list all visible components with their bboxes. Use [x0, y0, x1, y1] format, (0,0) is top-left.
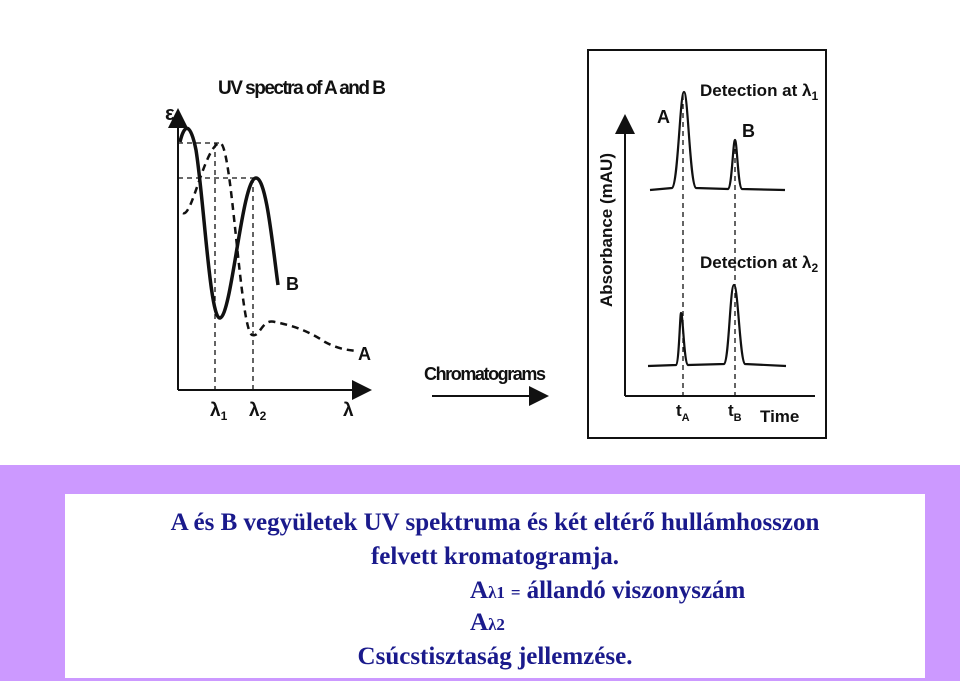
peak-label: A — [657, 107, 670, 127]
arrow-label: Chromatograms — [424, 364, 546, 384]
detection-label: Detection at λ2 — [700, 253, 818, 275]
spectra — [168, 108, 372, 400]
guides — [178, 142, 255, 390]
chromatograms — [615, 90, 815, 397]
curve-b — [178, 126, 280, 320]
ratio-denominator: Aλ2 — [470, 609, 505, 636]
x-label: tA — [676, 401, 690, 424]
curve-a — [181, 141, 357, 353]
ratio-line: Aλ1 = állandó viszonyszám — [470, 577, 746, 604]
panel — [587, 49, 827, 439]
x-label: λ — [343, 400, 354, 421]
peak-label: B — [742, 121, 755, 141]
curve-label: A — [358, 344, 371, 364]
x-label: tB — [728, 401, 742, 424]
x-label: λ2 — [249, 400, 267, 423]
detection-label: Detection at λ1 — [700, 81, 818, 103]
curve-label: B — [286, 274, 299, 294]
y-label: ε — [165, 103, 175, 125]
caption-line: felvett kromatogramja. — [371, 543, 619, 570]
caption-conclusion: Csúcstisztaság jellemzése. — [358, 643, 633, 670]
spectra-title: UV spectra of A and B — [218, 78, 386, 99]
x-axis-label: Time — [760, 407, 799, 426]
caption-box — [65, 494, 925, 678]
y-label: Absorbance (mAU) — [597, 153, 616, 307]
caption-line: A és B vegyületek UV spektruma és két el… — [171, 509, 820, 536]
x-label: λ1 — [210, 400, 228, 423]
